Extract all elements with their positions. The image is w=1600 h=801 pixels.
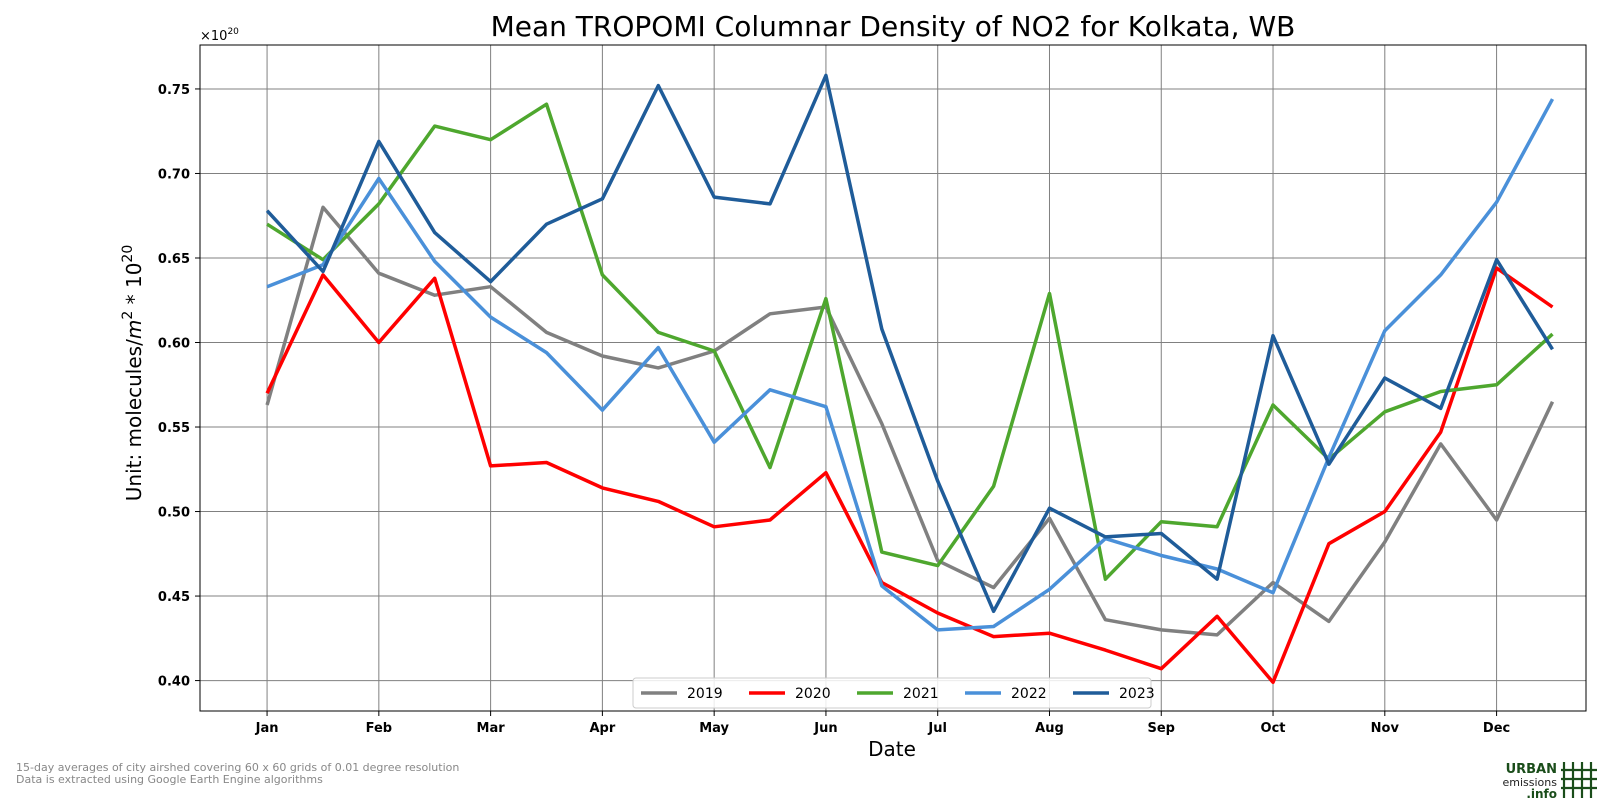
x-tick-label: Feb bbox=[366, 721, 392, 736]
x-tick-label: Sep bbox=[1148, 721, 1176, 736]
y-offset-text: ×1020 bbox=[200, 27, 239, 44]
x-tick-label: Aug bbox=[1035, 721, 1064, 736]
series-line-2021 bbox=[266, 102, 1554, 581]
footnote-line-2: Data is extracted using Google Earth Eng… bbox=[16, 773, 323, 786]
x-tick-label: Oct bbox=[1261, 721, 1286, 736]
grid-hash-logo-icon bbox=[1561, 762, 1597, 798]
x-tick-label: Mar bbox=[477, 721, 506, 736]
x-tick-label: Jun bbox=[813, 721, 837, 736]
x-tick-label: Dec bbox=[1483, 721, 1510, 736]
y-tick-label: 0.45 bbox=[158, 590, 190, 605]
legend-label-2019: 2019 bbox=[687, 686, 723, 702]
series-line-2023 bbox=[265, 73, 1554, 614]
x-tick-label: Nov bbox=[1371, 721, 1400, 736]
y-tick-label: 0.70 bbox=[158, 167, 190, 182]
offset-base: ×10 bbox=[200, 29, 227, 44]
legend-label-2021: 2021 bbox=[903, 686, 939, 702]
offset-exponent: 20 bbox=[227, 27, 239, 37]
axes: Jan Feb Mar Apr May Jun Jul Aug Sep Oct Nov Dec 0.40… bbox=[158, 44, 1587, 736]
legend-label-2023: 2023 bbox=[1119, 686, 1155, 702]
legend: 2019 2020 2021 2022 2023 bbox=[632, 677, 1155, 709]
logo-text-urban: URBAN bbox=[1505, 762, 1557, 777]
y-tick-label: 0.50 bbox=[158, 506, 190, 521]
x-tick-label: Apr bbox=[589, 721, 615, 736]
x-tick-label: Jul bbox=[927, 721, 947, 736]
legend-label-2022: 2022 bbox=[1011, 686, 1047, 702]
legend-label-2020: 2020 bbox=[795, 686, 831, 702]
logo-text-info: .info bbox=[1526, 787, 1557, 801]
x-tick-label: Jan bbox=[255, 721, 279, 736]
y-tick-label: 0.60 bbox=[158, 337, 190, 352]
x-tick-label: May bbox=[699, 721, 729, 736]
series-line-2020 bbox=[265, 266, 1554, 685]
y-axis-title: Unit: molecules/m2 * 1020 bbox=[120, 245, 146, 502]
y-tick-label: 0.65 bbox=[158, 252, 190, 267]
urban-emissions-logo: URBAN emissions .info bbox=[1495, 760, 1599, 801]
y-tick-label: 0.40 bbox=[158, 675, 190, 690]
series-lines bbox=[265, 73, 1555, 685]
logo-text-emissions: emissions bbox=[1502, 776, 1558, 789]
y-tick-label: 0.75 bbox=[158, 83, 190, 98]
grid-lines bbox=[200, 45, 1586, 711]
plot-frame bbox=[199, 44, 1587, 712]
no2-line-chart: Mean TROPOMI Columnar Density of NO2 for… bbox=[120, 10, 1587, 760]
series-line-2022 bbox=[266, 98, 1555, 632]
x-axis-title: Date bbox=[868, 737, 916, 760]
chart-title: Mean TROPOMI Columnar Density of NO2 for… bbox=[491, 10, 1296, 43]
footnote-line-1: 15-day averages of city airshed covering… bbox=[16, 761, 460, 774]
y-tick-label: 0.55 bbox=[158, 421, 190, 436]
series-line-2019 bbox=[265, 205, 1555, 637]
